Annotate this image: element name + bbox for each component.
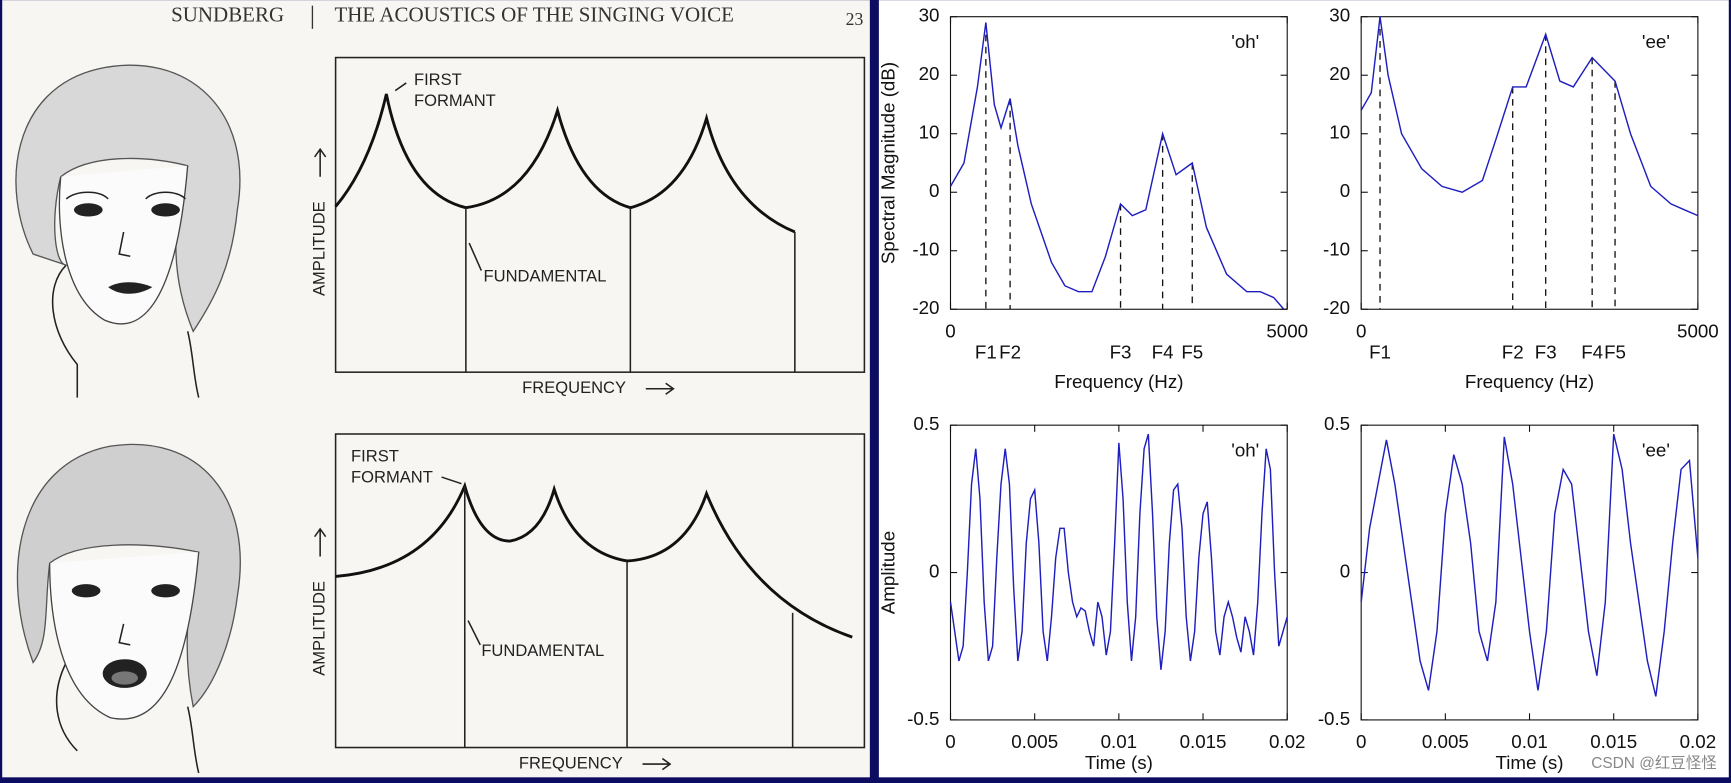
harmonic-lines (465, 207, 796, 373)
line-chart: -20 -10 0 10 20 30 0 F1 F2 F3 F4 F5 5000 'oh' Frequenc… (878, 5, 1308, 393)
separator (869, 0, 879, 783)
face-closed (15, 64, 241, 398)
y-tick-label: 0 (929, 180, 939, 201)
x-tick-label: F5 (1181, 341, 1203, 362)
x-tick-label: 0.01 (1511, 731, 1548, 752)
arrow (642, 757, 672, 771)
y-tick-label: 20 (919, 63, 940, 84)
x-axis-label: Frequency (Hz) (1465, 371, 1594, 392)
x-tick-label: 0 (1356, 731, 1366, 752)
formant-label: FIRST (351, 447, 399, 466)
line-chart: -0.5 0 0.5 0 0.005 0.01 0.015 0.02 'ee' Time (s) (1318, 413, 1716, 773)
pointer (468, 242, 483, 271)
x-tick-label: 0 (945, 731, 955, 752)
formant-diagram: FIRST FORMANT FUNDAMENTAL FREQUENCY AMPL… (310, 433, 866, 772)
series-label: 'ee' (1642, 31, 1670, 52)
y-tick-label: 10 (919, 122, 940, 143)
formant-diagram: FIRST FORMANT FUNDAMENTAL FREQUENCY AMPL… (310, 56, 866, 397)
x-tick-label: 5000 (1677, 320, 1719, 341)
y-axis-label: Amplitude (878, 531, 899, 614)
y-tick-label: 0 (1340, 561, 1350, 582)
y-tick-label: 30 (919, 5, 940, 26)
x-tick-label: 5000 (1266, 320, 1308, 341)
face-open (16, 443, 241, 774)
fundamental-label: FUNDAMENTAL (481, 641, 604, 660)
x-axis-label: Time (s) (1496, 752, 1564, 773)
diagram-frame (334, 433, 866, 749)
arrow (645, 382, 675, 395)
x-tick-label: 0.02 (1680, 731, 1717, 752)
book-title: THE ACOUSTICS OF THE SINGING VOICE (334, 3, 733, 27)
series-label: 'oh' (1231, 31, 1259, 52)
y-tick-label: 30 (1329, 5, 1350, 26)
x-tick-label: 0.01 (1101, 731, 1138, 752)
spectral-envelope (335, 481, 853, 639)
harmonic-lines (463, 485, 794, 748)
y-label: AMPLITUDE (310, 581, 329, 676)
y-label: AMPLITUDE (310, 201, 329, 296)
pointer (441, 476, 462, 485)
y-tick-label: 0 (929, 561, 939, 582)
x-tick-label: 0.005 (1422, 731, 1469, 752)
y-tick-label: -20 (1323, 297, 1350, 318)
plot-frame (1360, 16, 1699, 310)
data-line (1360, 433, 1699, 697)
chart-panel (878, 0, 1729, 778)
x-axis-label: Time (s) (1085, 752, 1153, 773)
y-tick-label: -0.5 (907, 708, 939, 729)
page-number: 23 (846, 9, 864, 29)
y-tick-label: 20 (1329, 63, 1350, 84)
y-tick-label: 0.5 (913, 413, 939, 434)
y-tick-label: -10 (1323, 239, 1350, 260)
x-tick-label: F5 (1604, 341, 1626, 362)
x-tick-label: F4 (1581, 341, 1603, 362)
fundamental-label: FUNDAMENTAL (484, 267, 607, 286)
y-tick-label: 0 (1340, 180, 1350, 201)
x-tick-label: 0.02 (1269, 731, 1306, 752)
x-label: FREQUENCY (519, 753, 623, 772)
y-tick-label: 10 (1329, 122, 1350, 143)
x-tick-label: F1 (975, 341, 997, 362)
x-tick-label: F2 (1502, 341, 1524, 362)
watermark: CSDN @红豆怪怪 (1591, 754, 1717, 772)
x-tick-label: F1 (1369, 341, 1391, 362)
x-label: FREQUENCY (522, 378, 626, 397)
x-tick-label: 0.005 (1011, 731, 1058, 752)
arrow (313, 527, 327, 557)
formant-label: FORMANT (351, 468, 433, 487)
book-header: SUNDBERG THE ACOUSTICS OF THE SINGING VO… (171, 3, 863, 30)
arrow (313, 147, 327, 177)
y-tick-label: -10 (912, 239, 939, 260)
x-tick-label: F3 (1535, 341, 1557, 362)
spectral-envelope (334, 93, 796, 234)
data-line (1360, 16, 1699, 217)
diagram-frame (334, 56, 866, 373)
y-axis-label: Spectral Magnitude (dB) (878, 62, 899, 264)
x-tick-label: 0 (1356, 320, 1366, 341)
y-tick-label: -0.5 (1318, 708, 1350, 729)
author: SUNDBERG (171, 3, 284, 27)
pointer (467, 620, 481, 646)
formant-label: FIRST (414, 70, 462, 89)
data-line (949, 433, 1288, 670)
y-tick-label: -20 (912, 297, 939, 318)
series-label: 'oh' (1231, 440, 1259, 461)
y-tick-label: 0.5 (1324, 413, 1350, 434)
x-tick-label: F3 (1110, 341, 1132, 362)
x-tick-label: 0.015 (1180, 731, 1227, 752)
plot-frame (949, 16, 1288, 310)
data-line (949, 22, 1285, 310)
formant-label: FORMANT (414, 91, 496, 110)
x-tick-label: F2 (999, 341, 1021, 362)
series-label: 'ee' (1642, 440, 1670, 461)
x-axis-label: Frequency (Hz) (1054, 371, 1183, 392)
x-tick-label: 0.015 (1590, 731, 1637, 752)
x-tick-label: 0 (945, 320, 955, 341)
line-chart: -0.5 0 0.5 0 0.005 0.01 0.015 0.02 'oh' Time (s) A… (878, 413, 1306, 773)
x-tick-label: F4 (1152, 341, 1174, 362)
pointer (394, 82, 407, 92)
